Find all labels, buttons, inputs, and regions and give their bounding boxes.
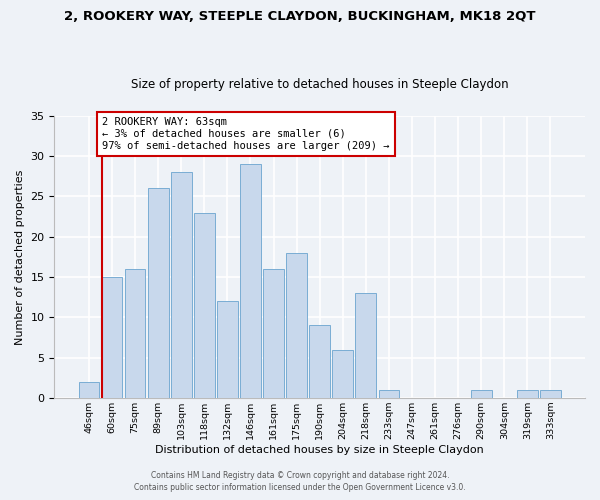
- Y-axis label: Number of detached properties: Number of detached properties: [15, 169, 25, 344]
- Text: 2, ROOKERY WAY, STEEPLE CLAYDON, BUCKINGHAM, MK18 2QT: 2, ROOKERY WAY, STEEPLE CLAYDON, BUCKING…: [64, 10, 536, 23]
- X-axis label: Distribution of detached houses by size in Steeple Claydon: Distribution of detached houses by size …: [155, 445, 484, 455]
- Bar: [125, 269, 145, 398]
- Bar: [148, 188, 169, 398]
- Bar: [379, 390, 400, 398]
- Bar: [101, 277, 122, 398]
- Bar: [79, 382, 99, 398]
- Bar: [332, 350, 353, 398]
- Text: 2 ROOKERY WAY: 63sqm
← 3% of detached houses are smaller (6)
97% of semi-detache: 2 ROOKERY WAY: 63sqm ← 3% of detached ho…: [102, 118, 390, 150]
- Bar: [517, 390, 538, 398]
- Bar: [540, 390, 561, 398]
- Bar: [286, 253, 307, 398]
- Bar: [240, 164, 261, 398]
- Title: Size of property relative to detached houses in Steeple Claydon: Size of property relative to detached ho…: [131, 78, 509, 91]
- Bar: [217, 302, 238, 398]
- Bar: [194, 212, 215, 398]
- Bar: [471, 390, 491, 398]
- Bar: [263, 269, 284, 398]
- Bar: [171, 172, 191, 398]
- Bar: [355, 293, 376, 398]
- Bar: [310, 326, 330, 398]
- Text: Contains HM Land Registry data © Crown copyright and database right 2024.
Contai: Contains HM Land Registry data © Crown c…: [134, 471, 466, 492]
